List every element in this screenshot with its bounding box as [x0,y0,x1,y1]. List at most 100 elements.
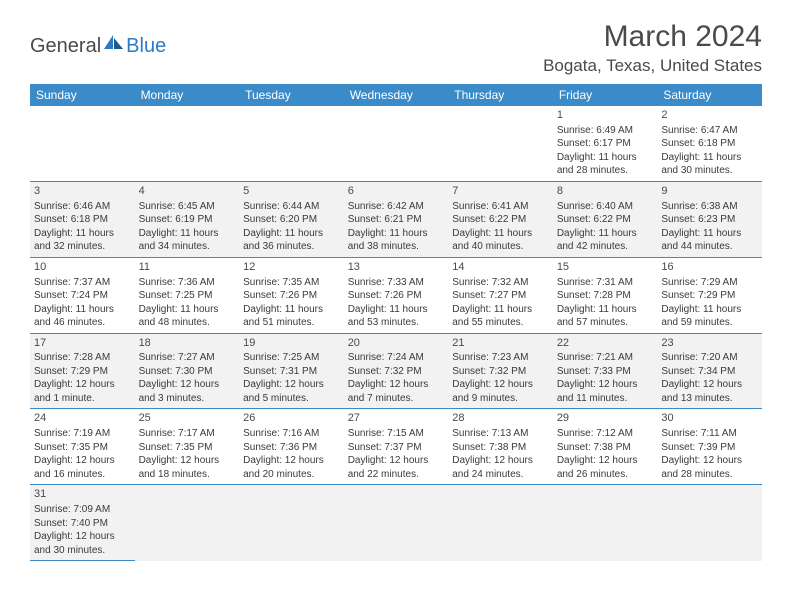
sunrise-text: Sunrise: 7:21 AM [557,351,654,365]
day-number: 2 [661,108,758,123]
daylight-text: Daylight: 11 hours and 51 minutes. [243,303,340,330]
daylight-text: Daylight: 12 hours and 13 minutes. [661,378,758,405]
daylight-text: Daylight: 12 hours and 11 minutes. [557,378,654,405]
dayname-header: Saturday [657,84,762,106]
sunset-text: Sunset: 7:25 PM [139,289,236,303]
day-number: 6 [348,184,445,199]
sunrise-text: Sunrise: 6:40 AM [557,200,654,214]
sunrise-text: Sunrise: 7:24 AM [348,351,445,365]
day-number: 28 [452,411,549,426]
day-number: 25 [139,411,236,426]
sunrise-text: Sunrise: 7:20 AM [661,351,758,365]
day-number: 26 [243,411,340,426]
sunrise-text: Sunrise: 6:41 AM [452,200,549,214]
daylight-text: Daylight: 11 hours and 28 minutes. [557,151,654,178]
day-number: 15 [557,260,654,275]
calendar-day-cell: 12Sunrise: 7:35 AMSunset: 7:26 PMDayligh… [239,257,344,333]
sunrise-text: Sunrise: 7:11 AM [661,427,758,441]
sunrise-text: Sunrise: 6:49 AM [557,124,654,138]
sunset-text: Sunset: 7:29 PM [34,365,131,379]
calendar-day-cell: 15Sunrise: 7:31 AMSunset: 7:28 PMDayligh… [553,257,658,333]
calendar-week: 10Sunrise: 7:37 AMSunset: 7:24 PM Dayligh… [30,257,762,333]
title-block: March 2024 Bogata, Texas, United States [543,20,762,76]
daylight-text: Daylight: 11 hours and 40 minutes. [452,227,549,254]
calendar-day-cell [135,485,240,561]
sunset-text: Sunset: 7:32 PM [348,365,445,379]
sunrise-text: Sunrise: 7:25 AM [243,351,340,365]
sunrise-text: Sunrise: 6:45 AM [139,200,236,214]
day-number: 4 [139,184,236,199]
sunset-text: Sunset: 7:38 PM [452,441,549,455]
day-number: 3 [34,184,131,199]
daylight-text: Daylight: 12 hours and 1 minute. [34,378,131,405]
daylight-text: Daylight: 11 hours and 57 minutes. [557,303,654,330]
daylight-text: Daylight: 12 hours and 30 minutes. [34,530,131,557]
sunset-text: Sunset: 7:24 PM [34,289,131,303]
sunset-text: Sunset: 7:26 PM [348,289,445,303]
sunset-text: Sunset: 7:31 PM [243,365,340,379]
page-title: March 2024 [543,20,762,54]
day-number: 18 [139,336,236,351]
sunset-text: Sunset: 7:27 PM [452,289,549,303]
calendar-week: 3Sunrise: 6:46 AMSunset: 6:18 PMDaylight… [30,181,762,257]
sunrise-text: Sunrise: 7:31 AM [557,276,654,290]
calendar-day-cell: 18Sunrise: 7:27 AMSunset: 7:30 PMDayligh… [135,333,240,409]
day-number: 29 [557,411,654,426]
sunset-text: Sunset: 6:17 PM [557,137,654,151]
calendar-day-cell: 1Sunrise: 6:49 AMSunset: 6:17 PMDaylight… [553,106,658,181]
sunrise-text: Sunrise: 6:38 AM [661,200,758,214]
sunset-text: Sunset: 7:28 PM [557,289,654,303]
sunrise-text: Sunrise: 6:42 AM [348,200,445,214]
sunrise-text: Sunrise: 7:37 AM [34,276,131,290]
calendar-day-cell: 27Sunrise: 7:15 AMSunset: 7:37 PMDayligh… [344,409,449,485]
calendar-day-cell [448,485,553,561]
logo-text-2: Blue [126,35,166,58]
calendar-day-cell: 13Sunrise: 7:33 AMSunset: 7:26 PMDayligh… [344,257,449,333]
dayname-row: SundayMondayTuesdayWednesdayThursdayFrid… [30,84,762,106]
calendar-day-cell: 5Sunrise: 6:44 AMSunset: 6:20 PMDaylight… [239,181,344,257]
calendar-day-cell [239,106,344,181]
sunrise-text: Sunrise: 7:16 AM [243,427,340,441]
sunrise-text: Sunrise: 6:44 AM [243,200,340,214]
calendar-day-cell [239,485,344,561]
day-number: 24 [34,411,131,426]
day-number: 12 [243,260,340,275]
sunrise-text: Sunrise: 7:35 AM [243,276,340,290]
sunset-text: Sunset: 7:29 PM [661,289,758,303]
calendar-day-cell: 26Sunrise: 7:16 AMSunset: 7:36 PMDayligh… [239,409,344,485]
daylight-text: Daylight: 12 hours and 3 minutes. [139,378,236,405]
calendar-day-cell [135,106,240,181]
calendar-day-cell [448,106,553,181]
daylight-text: Daylight: 12 hours and 16 minutes. [34,454,131,481]
calendar-day-cell: 25Sunrise: 7:17 AMSunset: 7:35 PMDayligh… [135,409,240,485]
calendar-day-cell [657,485,762,561]
daylight-text: Daylight: 12 hours and 26 minutes. [557,454,654,481]
daylight-text: Daylight: 12 hours and 22 minutes. [348,454,445,481]
calendar-day-cell: 31Sunrise: 7:09 AMSunset: 7:40 PMDayligh… [30,485,135,561]
dayname-header: Tuesday [239,84,344,106]
sunrise-text: Sunrise: 7:32 AM [452,276,549,290]
daylight-text: Daylight: 12 hours and 20 minutes. [243,454,340,481]
sunset-text: Sunset: 7:40 PM [34,517,131,531]
calendar-day-cell: 4Sunrise: 6:45 AMSunset: 6:19 PMDaylight… [135,181,240,257]
day-number: 14 [452,260,549,275]
calendar-day-cell: 10Sunrise: 7:37 AMSunset: 7:24 PMDayligh… [30,257,135,333]
sunset-text: Sunset: 7:36 PM [243,441,340,455]
sunset-text: Sunset: 6:18 PM [661,137,758,151]
calendar-day-cell: 6Sunrise: 6:42 AMSunset: 6:21 PMDaylight… [344,181,449,257]
day-number: 9 [661,184,758,199]
location-label: Bogata, Texas, United States [543,56,762,76]
sunset-text: Sunset: 7:38 PM [557,441,654,455]
day-number: 17 [34,336,131,351]
daylight-text: Daylight: 11 hours and 48 minutes. [139,303,236,330]
day-number: 10 [34,260,131,275]
day-number: 19 [243,336,340,351]
sunset-text: Sunset: 7:39 PM [661,441,758,455]
dayname-header: Wednesday [344,84,449,106]
sunset-text: Sunset: 6:19 PM [139,213,236,227]
calendar-week: 24Sunrise: 7:19 AMSunset: 7:35 PMDayligh… [30,409,762,485]
calendar-day-cell: 16Sunrise: 7:29 AMSunset: 7:29 PMDayligh… [657,257,762,333]
logo-sail-icon [103,34,125,58]
calendar-day-cell: 28Sunrise: 7:13 AMSunset: 7:38 PMDayligh… [448,409,553,485]
sunrise-text: Sunrise: 7:23 AM [452,351,549,365]
